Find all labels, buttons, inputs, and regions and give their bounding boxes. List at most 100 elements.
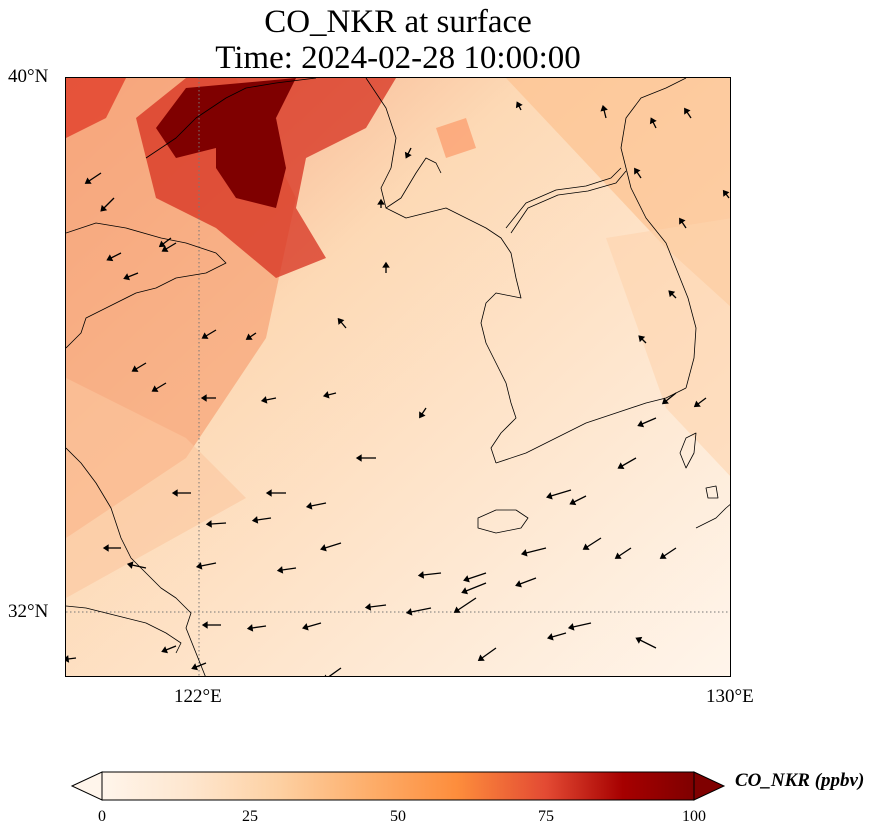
- wind-arrow: [697, 397, 707, 405]
- coastline-china: [66, 222, 227, 349]
- colorbar-gradient: [101, 771, 695, 801]
- coastline-korea-east: [620, 78, 697, 389]
- wind-arrow-head: [515, 101, 523, 109]
- wind-arrow: [328, 667, 342, 676]
- coastline-yangtze: [66, 605, 182, 654]
- colorbar-label: CO_NKR (ppbv): [735, 770, 865, 791]
- wind-arrow-head: [684, 107, 691, 115]
- wind-arrow-head: [305, 502, 313, 510]
- wind-arrow: [251, 625, 267, 629]
- wind-arrow: [663, 547, 677, 557]
- wind-arrow: [340, 321, 347, 329]
- wind-arrow: [210, 522, 227, 525]
- wind-arrow: [422, 572, 442, 576]
- wind-arrow-head: [404, 151, 412, 159]
- wind-arrow-head: [123, 273, 131, 281]
- wind-arrow-head: [126, 561, 134, 569]
- concentration-band-mid: [66, 378, 246, 598]
- wind-arrow: [67, 657, 77, 660]
- wind-arrow: [155, 382, 167, 390]
- coastline-china-south: [66, 447, 206, 676]
- wind-arrow-head: [276, 566, 284, 574]
- wind-arrow: [573, 495, 587, 503]
- wind-arrow-head: [377, 198, 385, 205]
- wind-arrow-head: [201, 332, 209, 339]
- wind-arrow-head: [477, 654, 485, 662]
- hotspot-core-3: [66, 78, 126, 138]
- hotspot-east: [436, 118, 476, 158]
- coastline-japan: [679, 432, 730, 529]
- wind-arrow-head: [66, 655, 70, 663]
- wind-arrow-head: [161, 245, 169, 252]
- wind-arrow: [205, 329, 217, 337]
- wind-arrow-head: [131, 365, 139, 372]
- wind-arrow: [249, 332, 257, 338]
- wind-arrow: [110, 252, 122, 259]
- wind-arrow: [621, 457, 637, 467]
- wind-arrow-head: [245, 333, 253, 340]
- coastline-korea-south: [495, 387, 687, 464]
- map-subtitle-time: Time: 2024-02-28 10:00:00: [215, 40, 581, 76]
- wind-arrow: [550, 489, 572, 497]
- wind-arrow: [281, 567, 297, 571]
- wind-arrow: [665, 392, 677, 402]
- lat-label-40n: 40°N: [8, 66, 49, 87]
- colorbar-tick-75: 75: [538, 808, 554, 825]
- colorbar: [70, 771, 726, 801]
- coastline-jeju: [477, 509, 529, 534]
- wind-arrow: [639, 639, 657, 649]
- lon-label-122e: 122°E: [174, 686, 222, 707]
- wind-arrow-head: [668, 290, 676, 298]
- wind-arrow-head: [191, 663, 199, 671]
- wind-arrow-head: [661, 397, 669, 405]
- wind-arrow-head: [320, 544, 327, 552]
- wind-arrow-head: [693, 400, 701, 408]
- map-title: CO_NKR at surface: [264, 4, 532, 40]
- wind-arrow: [165, 242, 177, 250]
- wind-arrow-head: [102, 544, 109, 552]
- wind-arrow: [195, 662, 207, 668]
- wind-arrow-head: [246, 624, 254, 632]
- wind-arrow-head: [405, 608, 413, 616]
- wind-arrow: [518, 105, 522, 111]
- colorbar-min-extend: [70, 771, 103, 801]
- wind-arrow-head: [324, 674, 327, 676]
- wind-arrow: [310, 502, 327, 507]
- wind-arrow-head: [161, 646, 169, 654]
- wind-arrow: [551, 632, 567, 638]
- wind-arrow: [681, 221, 687, 229]
- wind-arrow: [671, 293, 677, 299]
- wind-arrow-head: [171, 489, 178, 497]
- wind-arrow-head: [722, 189, 730, 197]
- wind-arrow-head: [638, 335, 646, 343]
- wind-arrow-head: [649, 117, 657, 125]
- coastline-dmz: [505, 167, 627, 234]
- wind-arrow: [165, 645, 177, 651]
- wind-arrow-head: [569, 498, 577, 506]
- wind-arrow: [572, 622, 592, 628]
- wind-arrow-head: [463, 575, 470, 583]
- wind-arrow: [467, 572, 487, 580]
- wind-arrow-head: [547, 633, 554, 641]
- wind-arrow: [636, 171, 642, 179]
- wind-arrow: [256, 517, 272, 521]
- wind-arrow-head: [382, 261, 390, 268]
- wind-arrow-head: [453, 606, 461, 613]
- wind-arrow-head: [546, 492, 553, 500]
- wind-arrow: [641, 338, 647, 344]
- wind-arrow-head: [302, 623, 309, 631]
- wind-arrow: [131, 564, 147, 569]
- wind-arrow-head: [461, 587, 469, 595]
- wind-arrow: [603, 109, 607, 119]
- wind-arrow-head: [617, 462, 625, 469]
- wind-arrow: [306, 622, 322, 628]
- wind-arrow: [103, 197, 115, 209]
- concentration-band-korea: [606, 218, 730, 476]
- wind-arrow-head: [659, 552, 667, 559]
- wind-arrow: [481, 647, 497, 659]
- wind-arrow-head: [260, 396, 268, 404]
- wind-arrow: [465, 582, 487, 592]
- wind-arrow: [457, 597, 477, 611]
- wind-arrow-head: [337, 318, 345, 325]
- wind-arrow: [369, 604, 387, 608]
